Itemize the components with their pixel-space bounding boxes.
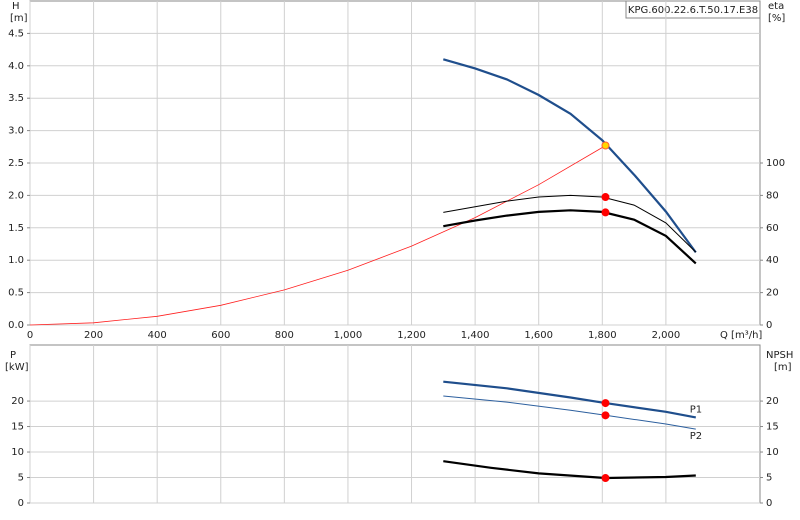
y-label: H (12, 1, 20, 12)
y2-tick-label: 0 (766, 498, 772, 509)
y-tick-label: 0.0 (8, 320, 24, 331)
bottom-frame (29, 344, 761, 504)
y-tick-label: 2.5 (8, 158, 24, 169)
series-label: P2 (690, 431, 702, 442)
y-label: P (10, 350, 16, 361)
x-tick-label: 800 (275, 330, 294, 341)
curve (443, 460, 696, 480)
y2-tick-label: 80 (766, 190, 779, 201)
x-tick-label: 2,000 (652, 330, 681, 341)
x-tick-label: 1,800 (588, 330, 617, 341)
y-unit: [m] (10, 13, 28, 24)
y2-tick-label: 0 (766, 320, 772, 331)
y2-tick-label: 40 (766, 255, 779, 266)
curve (29, 143, 609, 326)
y-tick-label: 20 (11, 396, 24, 407)
y2-tick-label: 60 (766, 223, 779, 234)
series-label: P1 (690, 404, 702, 415)
legend-box (625, 0, 761, 19)
duty-point (601, 141, 610, 150)
y2-tick-label: 100 (766, 158, 785, 169)
y-tick-label: 5 (18, 473, 24, 484)
y-tick-label: 4.0 (8, 61, 24, 72)
y2-tick-label: 15 (766, 422, 779, 433)
y-tick-label: 3.5 (8, 93, 24, 104)
duty-point (601, 474, 610, 483)
x-tick-label: 0 (27, 330, 33, 341)
x-tick-label: 1,600 (524, 330, 553, 341)
duty-point (601, 208, 610, 217)
duty-point (601, 193, 610, 202)
y2-unit: [m] (774, 362, 792, 373)
x-tick-label: 200 (84, 330, 103, 341)
y2-tick-label: 20 (766, 288, 779, 299)
curve (443, 395, 696, 430)
y-tick-label: 10 (11, 447, 24, 458)
duty-point (601, 399, 610, 408)
y-tick-label: 1.0 (8, 255, 24, 266)
y-tick-label: 1.5 (8, 223, 24, 234)
x-tick-label: 1,000 (334, 330, 363, 341)
x-label: Q [m³/h] (720, 330, 762, 341)
y-tick-label: 0.5 (8, 288, 24, 299)
y2-tick-label: 10 (766, 447, 779, 458)
x-tick-label: 600 (211, 330, 230, 341)
curve (442, 58, 697, 254)
y2-unit: [%] (768, 13, 785, 24)
y-tick-label: 2.0 (8, 190, 24, 201)
x-tick-label: 400 (148, 330, 167, 341)
x-tick-label: 1,200 (397, 330, 426, 341)
curve (443, 380, 697, 419)
y-unit: [kW] (5, 362, 29, 373)
y-tick-label: 4.5 (8, 28, 24, 39)
duty-point (601, 411, 610, 420)
curve (443, 209, 697, 265)
y-tick-label: 15 (11, 422, 24, 433)
y-tick-label: 3.0 (8, 126, 24, 137)
x-tick-label: 1,400 (461, 330, 490, 341)
y-tick-label: 0 (18, 498, 24, 509)
y2-tick-label: 20 (766, 396, 779, 407)
y2-label: eta (768, 1, 784, 12)
legend: KPG.600.22.6.T.50.17.E38 (628, 5, 758, 16)
y2-label: NPSH (766, 350, 793, 361)
y2-tick-label: 5 (766, 473, 772, 484)
curve (443, 194, 697, 253)
